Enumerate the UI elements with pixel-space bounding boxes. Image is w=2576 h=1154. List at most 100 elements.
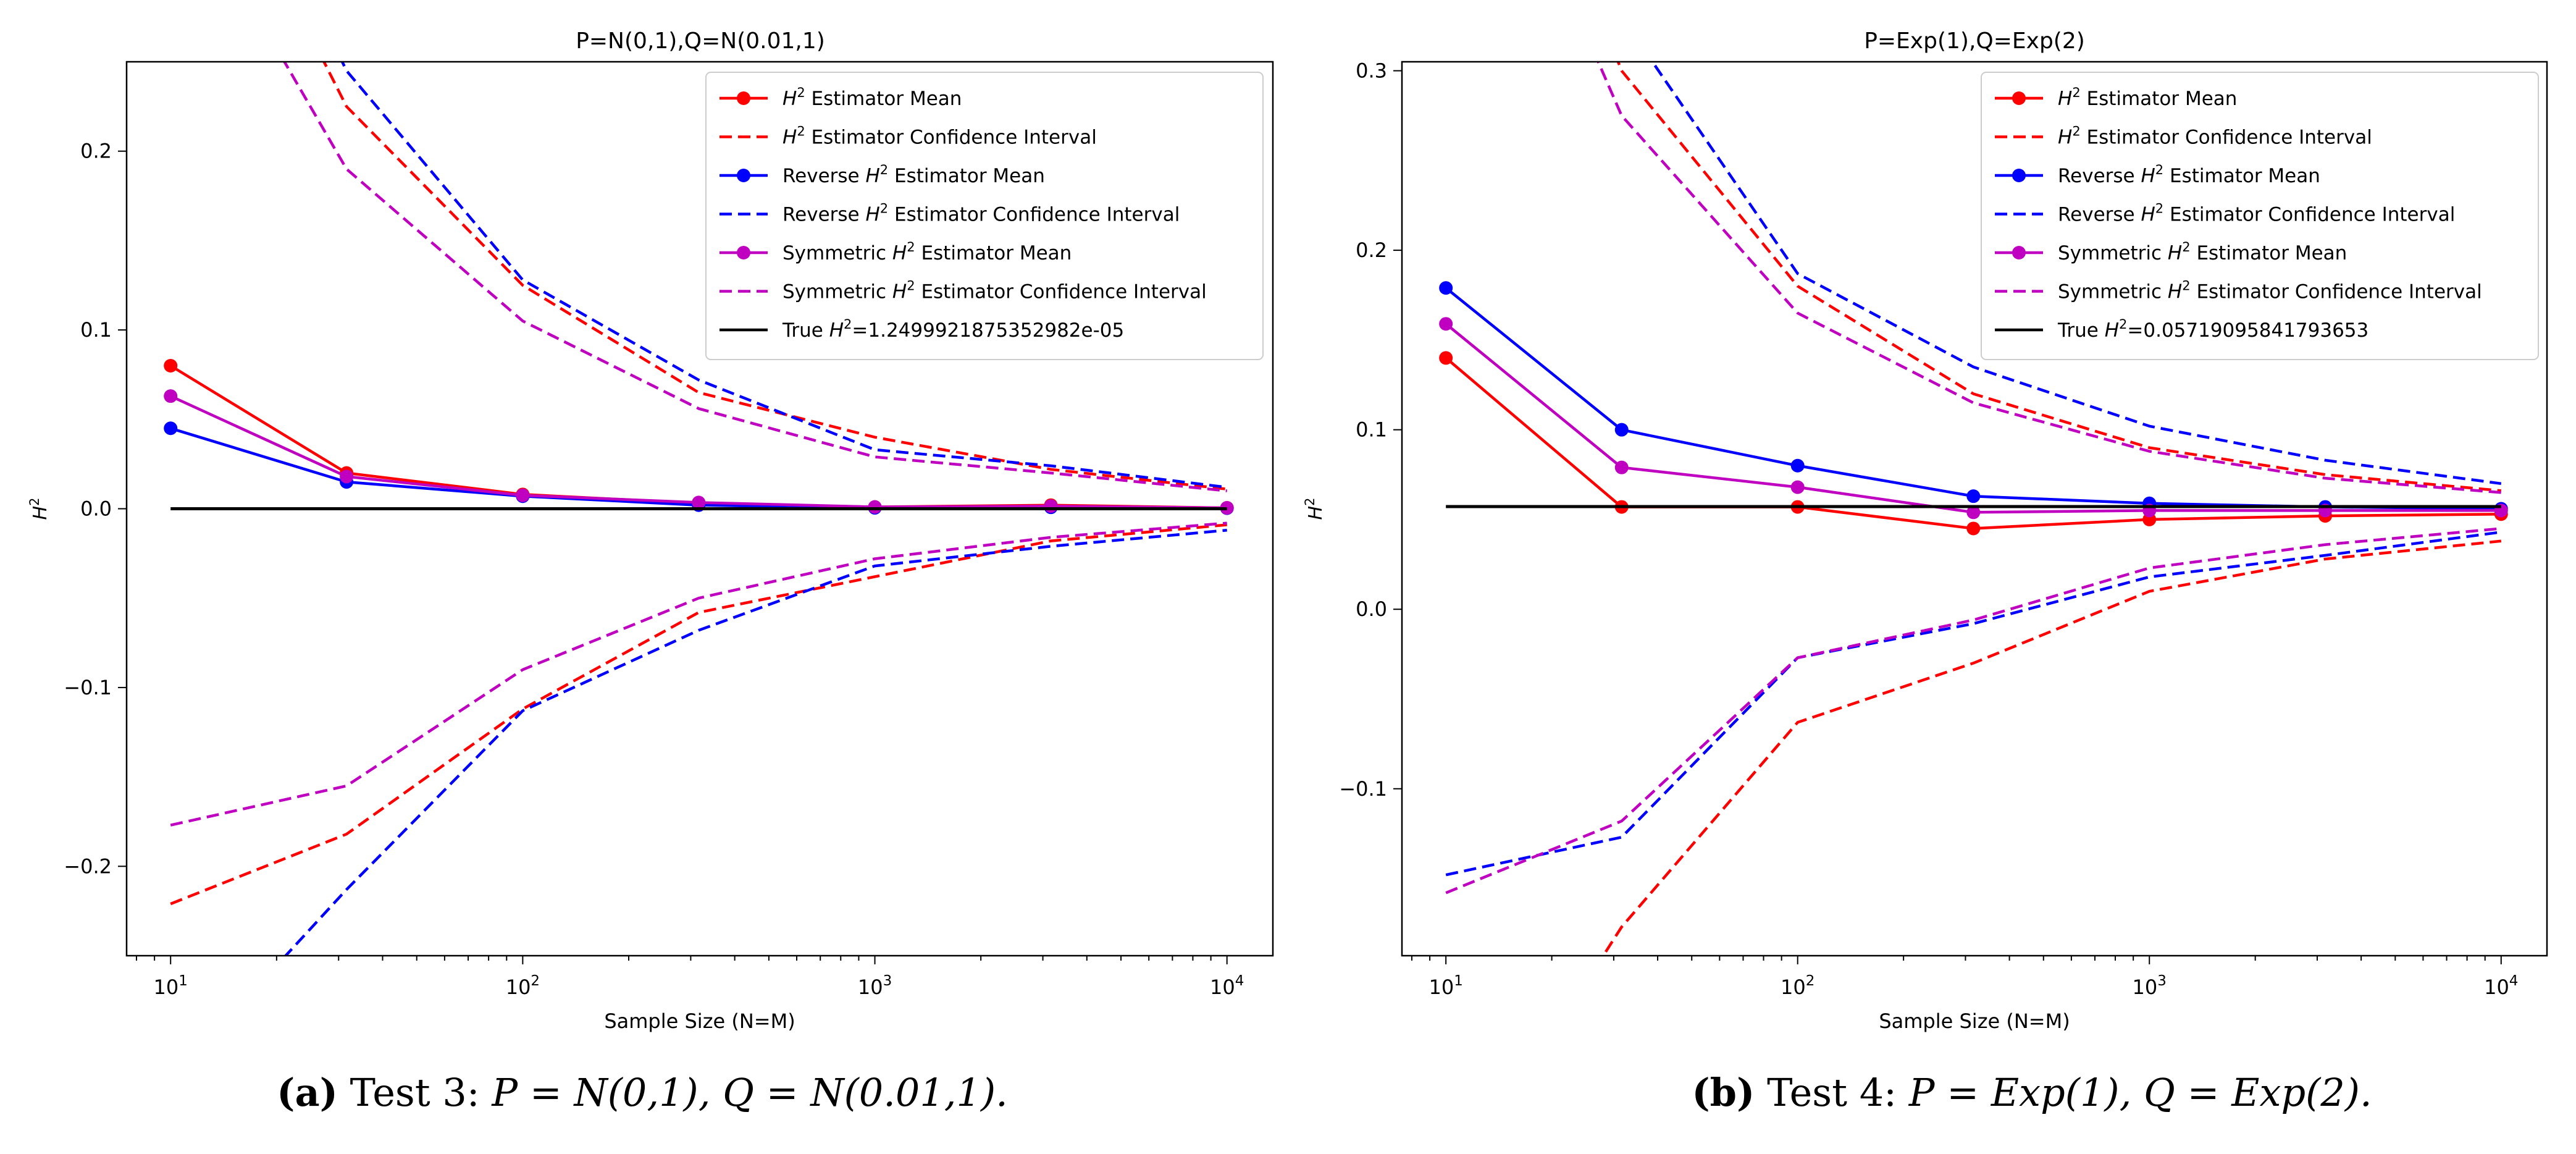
series-line-lower	[1601, 539, 2502, 956]
legend-label: Reverse H2 Estimator Confidence Interval	[2058, 201, 2455, 226]
x-tick-label: 102	[1781, 973, 1815, 999]
y-tick-label: 0.2	[1356, 238, 1387, 262]
series-6	[1445, 62, 2502, 895]
legend-label: H2 Estimator Confidence Interval	[2058, 124, 2372, 149]
legend-label: H2 Estimator Mean	[2058, 85, 2237, 110]
x-axis: 101 102 103 104	[135, 956, 1244, 999]
x-axis-label: Sample Size (N=M)	[604, 1009, 795, 1033]
data-point	[1044, 499, 1058, 513]
x-tick-label: 101	[154, 973, 188, 999]
legend-entry: Reverse H2 Estimator Confidence Interval	[1995, 201, 2455, 226]
plot-area	[1439, 62, 2508, 956]
legend-label: Symmetric H2 Estimator Confidence Interv…	[782, 279, 1207, 303]
legend-entry: True H2=1.2499921875352982e-05	[720, 317, 1124, 342]
legend-label: H2 Estimator Mean	[782, 85, 962, 110]
y-axis: −0.1 0.0 0.1 0.2 0.3	[1339, 59, 1402, 801]
legend-entry: Reverse H2 Estimator Mean	[720, 162, 1045, 187]
series-2	[1601, 62, 2502, 956]
legend-label: Symmetric H2 Estimator Mean	[2058, 240, 2347, 264]
legend-label: True H2=1.2499921875352982e-05	[782, 317, 1124, 342]
legend-marker	[2012, 246, 2026, 259]
series-line-mean	[170, 364, 1227, 510]
chart-title: P=Exp(1),Q=Exp(2)	[1864, 28, 2085, 54]
data-point	[164, 389, 178, 403]
chart-panel-2: P=Exp(1),Q=Exp(2) 101 102 103 104 Sample Size…	[1303, 28, 2548, 1115]
data-point	[164, 358, 178, 373]
x-tick-label: 101	[1429, 973, 1462, 999]
series-line-mean	[170, 395, 1227, 510]
y-tick-label: 0.1	[1356, 418, 1387, 442]
legend-box	[1981, 72, 2539, 360]
legend-entry: H2 Estimator Confidence Interval	[1995, 124, 2372, 149]
data-point	[340, 470, 354, 484]
data-point	[1614, 423, 1629, 437]
chart-panel-1: P=N(0,1),Q=N(0.01,1) 101 102 103 104 Sample S…	[27, 28, 1274, 1115]
series-line-upper	[1596, 62, 2501, 494]
x-tick-label: 102	[506, 973, 540, 999]
x-tick-label: 103	[858, 973, 892, 999]
data-point	[868, 500, 882, 514]
legend-entry: Symmetric H2 Estimator Confidence Interv…	[720, 279, 1207, 303]
legend-label: True H2=0.05719095841793653	[2057, 317, 2368, 342]
series-4	[1445, 62, 2502, 877]
data-point	[1439, 281, 1453, 295]
legend-label: H2 Estimator Confidence Interval	[782, 124, 1097, 149]
series-6	[170, 62, 1227, 827]
y-axis: −0.2 −0.1 0.0 0.1 0.2	[64, 140, 127, 878]
figure-caption: (b) Test 4: P = Exp(1), Q = Exp(2).	[1692, 1070, 2372, 1115]
y-tick-label: 0.0	[1356, 597, 1387, 621]
series-line-upper	[1650, 62, 2502, 486]
axes-frame	[1401, 61, 2548, 957]
data-point	[1439, 317, 1453, 331]
series-line-upper	[322, 62, 1227, 491]
y-axis-label: H2	[27, 498, 51, 520]
legend-entry: Symmetric H2 Estimator Mean	[720, 240, 1072, 264]
y-tick-label: −0.1	[1339, 777, 1387, 801]
series-line-lower	[1445, 531, 2502, 877]
data-point	[1966, 505, 1981, 520]
figure-caption: (a) Test 3: P = N(0,1), Q = N(0.01,1).	[277, 1070, 1008, 1115]
data-point	[692, 495, 706, 510]
series-line-upper	[1616, 62, 2502, 492]
legend-marker	[2012, 169, 2026, 182]
legend-entry: Symmetric H2 Estimator Mean	[1995, 240, 2347, 264]
legend-marker	[737, 169, 750, 182]
series-2	[170, 62, 1227, 906]
data-point	[1790, 480, 1805, 494]
legend-entry: True H2=0.05719095841793653	[1995, 317, 2368, 342]
legend-box	[705, 72, 1264, 360]
legend-marker	[2012, 91, 2026, 105]
x-axis: 101 102 103 104	[1411, 956, 2518, 999]
data-point	[164, 421, 178, 436]
legend-marker	[737, 246, 750, 259]
legend-entry: H2 Estimator Mean	[720, 85, 962, 110]
data-point	[1966, 521, 1981, 536]
legend-label: Reverse H2 Estimator Mean	[2058, 162, 2320, 187]
series-line-lower	[170, 521, 1227, 827]
y-tick-label: −0.1	[64, 676, 112, 699]
series-4	[283, 62, 1227, 956]
y-tick-label: −0.2	[64, 854, 112, 878]
data-point	[1790, 458, 1805, 473]
series-line-upper	[282, 62, 1227, 492]
x-tick-label: 103	[2133, 973, 2167, 999]
y-tick-label: 0.0	[80, 497, 112, 521]
legend-label: Reverse H2 Estimator Confidence Interval	[782, 201, 1180, 226]
data-point	[516, 488, 530, 502]
series-1	[164, 358, 1234, 515]
legend-label: Symmetric H2 Estimator Mean	[782, 240, 1072, 264]
legend-label: Reverse H2 Estimator Mean	[782, 162, 1045, 187]
y-axis-label: H2	[1303, 498, 1327, 520]
legend-entry: H2 Estimator Confidence Interval	[720, 124, 1097, 149]
legend: H2 Estimator Mean H2 Estimator Confidence…	[705, 72, 1264, 360]
legend-entry: H2 Estimator Mean	[1995, 85, 2237, 110]
x-axis-label: Sample Size (N=M)	[1879, 1009, 2070, 1033]
legend-label: Symmetric H2 Estimator Confidence Interv…	[2058, 279, 2482, 303]
data-point	[1439, 351, 1453, 365]
data-point	[1966, 489, 1981, 503]
data-point	[1614, 460, 1629, 474]
plot-area	[164, 62, 1234, 956]
legend-entry: Reverse H2 Estimator Mean	[1995, 162, 2320, 187]
x-tick-label: 104	[2484, 973, 2518, 999]
